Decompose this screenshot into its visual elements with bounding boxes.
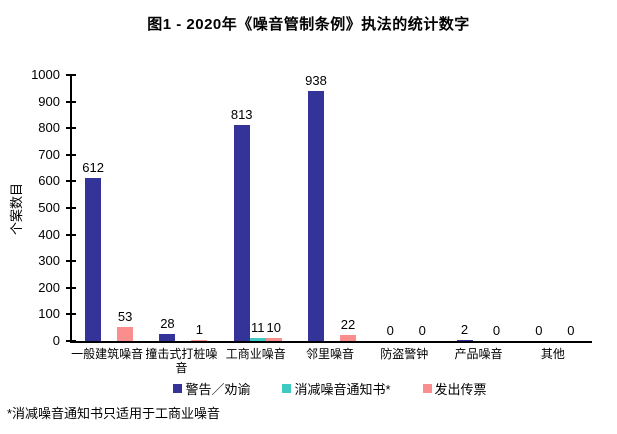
x-category-label: 防盗警钟 [380,347,429,361]
bar-group: 28 1 [146,75,220,341]
bar [265,338,282,341]
bar-value-label: 813 [230,107,253,122]
bar-slot: 53 [117,75,134,341]
bar-slot: 28 [159,75,176,341]
x-axis-labels: 一般建筑噪音 撞击式打桩噪音 工商业噪音 邻里噪音 防盗警钟 产品噪音 其他 [70,347,590,376]
bar-slot: 0 [531,75,547,341]
bar-slot: 10 [265,75,282,341]
x-category-label: 撞击式打桩噪音 [145,347,218,376]
x-category-label: 工商业噪音 [225,347,286,361]
bar-slot: 22 [339,75,356,341]
y-tick-mark [66,286,76,289]
y-tick-mark [66,74,76,76]
bar [85,178,102,341]
bar [249,338,266,341]
y-tick-mark [66,180,76,183]
legend: 警告／劝谕 消减噪音通知书* 发出传票 [70,379,590,398]
y-tick-label: 500 [38,200,60,215]
y-tick-label: 300 [38,253,60,269]
y-tick-label: 800 [38,120,60,136]
bar-value-label: 28 [160,316,175,331]
x-category-label: 邻里噪音 [305,347,354,361]
bar-slot [175,75,191,341]
bar [339,335,356,341]
bar [191,340,208,341]
bar-value-label: 0 [535,323,543,338]
chart-title: 图1 - 2020年《噪音管制条例》执法的统计数字 [147,16,470,33]
bar-slot [473,75,489,341]
bars-row: 612 53 28 1 813 11 10 938 22 0 0 2 0 0 0 [72,73,592,341]
bar-slot: 612 [82,75,104,341]
bar-slot: 0 [489,75,505,341]
legend-label: 发出传票 [434,382,487,397]
bar [456,340,473,341]
bar [233,125,250,341]
bar [307,91,324,341]
bar-value-label: 938 [305,73,327,88]
x-category-label: 产品噪音 [454,347,503,361]
bar-slot: 2 [456,75,473,341]
bar-slot: 0 [563,75,579,341]
bar-value-label: 0 [567,323,575,338]
bar-value-label: 10 [266,320,281,335]
bar-value-label: 2 [460,322,469,337]
bar-slot: 1 [191,75,208,341]
bar-group: 612 53 [72,75,146,341]
legend-item: 警告／劝谕 [173,379,250,398]
bar-value-label: 0 [492,323,501,338]
bar [117,327,134,341]
y-tick-label: 900 [38,93,60,109]
x-category-label: 一般建筑噪音 [71,347,144,361]
legend-item: 消减噪音通知书* [282,379,391,398]
y-tick-label: 1000 [31,67,60,82]
y-tick-label: 0 [52,333,60,348]
footnote: *消减噪音通知书只适用于工商业噪音 [7,406,221,421]
y-tick-mark [66,100,76,103]
y-tick-mark [66,313,76,316]
bar-value-label: 22 [340,317,356,332]
bar-slot: 0 [382,75,398,341]
bar-value-label: 0 [386,323,394,338]
bar-slot [101,75,117,341]
bar-value-label: 53 [117,309,133,324]
bar-value-label: 0 [418,323,426,338]
legend-label: 消减噪音通知书* [294,382,391,397]
bar-slot [547,75,563,341]
plot-area: 612 53 28 1 813 11 10 938 22 0 0 2 0 0 0 [66,73,592,343]
bar-group: 813 11 10 [221,75,295,341]
bar-value-label: 11 [250,320,265,335]
y-tick-mark [66,207,76,209]
bar-group: 938 22 [295,73,369,341]
y-tick-mark [66,260,76,263]
bar-value-label: 612 [82,160,104,175]
y-tick-mark [66,233,76,236]
bar-slot: 938 [305,73,327,341]
bar-slot [398,75,414,341]
y-tick-mark [66,127,76,130]
y-tick-label: 600 [38,173,60,189]
legend-swatch-icon [173,384,183,393]
bar-slot: 813 [230,75,253,341]
bar-slot [324,75,340,341]
legend-label: 警告／劝谕 [185,382,251,397]
bar-slot: 11 [249,75,266,341]
legend-swatch-icon [422,384,432,393]
y-tick-label: 100 [38,306,60,322]
y-tick-mark [66,340,76,342]
legend-item: 发出传票 [422,379,487,398]
x-category-label: 其他 [540,347,565,361]
bar [159,334,176,341]
y-tick-label: 200 [38,279,60,295]
bar-slot: 0 [414,75,430,341]
y-tick-mark [66,153,76,156]
y-tick-label: 700 [38,146,60,162]
legend-swatch-icon [282,384,292,393]
y-tick-label: 400 [38,226,60,242]
bar-value-label: 1 [195,322,204,337]
